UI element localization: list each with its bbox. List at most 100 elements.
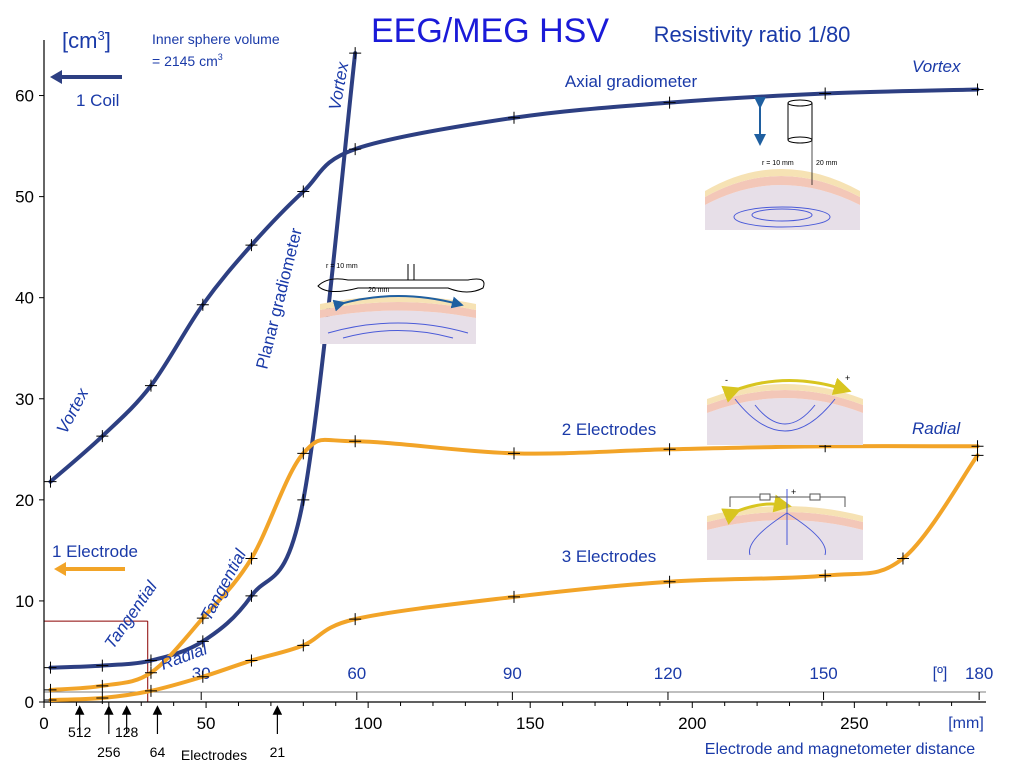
- inset-distance-label: 20 mm: [816, 160, 838, 167]
- radial-label-right: Radial: [912, 419, 961, 438]
- chart-subtitle: Resistivity ratio 1/80: [654, 22, 851, 47]
- chart-title: EEG/MEG HSV: [371, 12, 609, 50]
- 3-electrodes-point: [508, 590, 520, 603]
- three-electrodes-label: 3 Electrodes: [562, 547, 657, 566]
- y-tick-label: 10: [15, 592, 34, 611]
- 3-electrodes-line: [48, 453, 980, 702]
- 3-electrodes-point: [44, 693, 57, 706]
- x-unit-mm: [mm]: [948, 715, 984, 732]
- x-tick-label-mm: 50: [197, 714, 216, 733]
- 2-electrodes-point: [144, 666, 157, 679]
- 2-electrodes-point: [349, 435, 362, 448]
- planar-gradiometer-point: [196, 635, 209, 648]
- y-tick-label: 30: [15, 390, 34, 409]
- 3-electrodes-point: [297, 639, 310, 652]
- 3-electrodes-point: [663, 575, 676, 588]
- axial-gradiometer-point: [297, 185, 310, 198]
- planar-gradiometer-point: [96, 659, 109, 672]
- inner-volume-line1: Inner sphere volume: [152, 31, 280, 47]
- axial-gradiometer-point: [96, 430, 109, 443]
- electrode-count-label: 64: [150, 744, 166, 760]
- 2-electrodes-point: [508, 447, 520, 460]
- planar-gradiometer-point: [245, 589, 258, 602]
- y-tick-label: 20: [15, 491, 34, 510]
- two-electrodes-label: 2 Electrodes: [562, 420, 657, 439]
- coil-label: 1 Coil: [76, 91, 119, 110]
- x-tick-label-mm: 200: [678, 714, 706, 733]
- axial-gradiometer-point: [196, 298, 209, 311]
- x-tick-label-deg: 90: [503, 664, 522, 683]
- 3-electrodes-point: [349, 613, 362, 626]
- 2-electrodes-point: [245, 552, 258, 565]
- coil-arrow-head: [50, 70, 62, 84]
- x-unit-deg: [º]: [933, 665, 948, 682]
- inset-radius-label-2: r = 10 mm: [326, 263, 358, 270]
- 2-electrodes-point: [663, 443, 676, 456]
- axial-gradiometer-point: [819, 87, 832, 100]
- planar-gradiometer-label: Planar gradiometer: [252, 226, 305, 371]
- x-tick-label-mm: 0: [39, 714, 48, 733]
- electrode-label: 1 Electrode: [52, 542, 138, 561]
- axial-gradiometer-point: [44, 475, 57, 488]
- axial-gradiometer-point: [663, 96, 676, 109]
- planar-gradiometer-point: [44, 661, 57, 674]
- x-tick-label-deg: 150: [809, 664, 837, 683]
- axial-gradiometer-point: [508, 111, 520, 124]
- axial-gradiometer-point: [971, 83, 984, 96]
- planar-gradiometer-inset: r = 10 mm 20 mm: [317, 263, 485, 344]
- axial-gradiometer-point: [144, 379, 157, 392]
- axial-gradiometer-inset: r = 10 mm 20 mm: [705, 97, 860, 230]
- planar-gradiometer-point: [144, 654, 157, 667]
- vortex-label-axial: Vortex: [912, 57, 961, 76]
- planar-gradiometer-point: [297, 493, 310, 506]
- electrode-counts: 512 256 128 64 21: [68, 705, 286, 760]
- plus-sign-2: +: [791, 487, 796, 497]
- plus-sign: +: [845, 373, 850, 383]
- 2-electrodes-point: [196, 612, 209, 625]
- x-tick-label-mm: 250: [840, 714, 868, 733]
- 3-electrodes-point: [196, 670, 209, 683]
- y-tick-label: 0: [25, 693, 34, 712]
- x-tick-label-deg: 60: [347, 664, 366, 683]
- 3-electrodes-point: [896, 552, 909, 565]
- tangential-label-meg: Tangential: [197, 545, 251, 624]
- 2-electrodes-point: [44, 683, 57, 696]
- three-electrodes-inset: +: [707, 487, 863, 560]
- electrode-count-label: 512: [68, 724, 92, 740]
- 3-electrodes-point: [819, 569, 832, 582]
- tangential-label-eeg: Tangential: [101, 577, 162, 653]
- inset-radius-label: r = 10 mm: [762, 160, 794, 167]
- minus-sign: -: [725, 375, 728, 385]
- 3-electrodes-point: [971, 449, 984, 462]
- electrode-arrow-head: [54, 562, 66, 576]
- 3-electrodes-point: [96, 691, 109, 704]
- 2-electrodes-point: [96, 679, 109, 692]
- vortex-label-left: Vortex: [53, 385, 93, 437]
- x-axis-label: Electrode and magnetometer distance: [705, 741, 975, 758]
- x-tick-label-mm: 150: [516, 714, 544, 733]
- x-tick-label-deg: 120: [654, 664, 682, 683]
- electrode-count-label: 128: [115, 724, 139, 740]
- y-axis-label: [cm3]: [62, 28, 111, 53]
- planar-gradiometer-line: [48, 51, 358, 670]
- 3-electrodes-point: [144, 684, 157, 697]
- x-tick-label-mm: 100: [354, 714, 382, 733]
- axial-gradiometer-point: [245, 239, 258, 252]
- y-tick-label: 60: [15, 87, 34, 106]
- x-tick-label-deg: 180: [965, 664, 993, 683]
- two-electrodes-inset: - +: [707, 373, 863, 445]
- electrode-count-label: 21: [270, 744, 286, 760]
- y-tick-label: 40: [15, 289, 34, 308]
- axial-gradiometer-point: [349, 143, 362, 156]
- y-tick-label: 50: [15, 188, 34, 207]
- 3-electrodes-point: [245, 654, 258, 667]
- inset-distance-label-2: 20 mm: [368, 287, 390, 294]
- series-curves: [44, 47, 984, 706]
- electrodes-word: Electrodes: [181, 747, 247, 763]
- inner-volume-line2: = 2145 cm3: [152, 52, 223, 69]
- axial-gradiometer-label: Axial gradiometer: [565, 72, 698, 91]
- electrode-count-label: 256: [97, 744, 121, 760]
- 2-electrodes-point: [297, 447, 310, 460]
